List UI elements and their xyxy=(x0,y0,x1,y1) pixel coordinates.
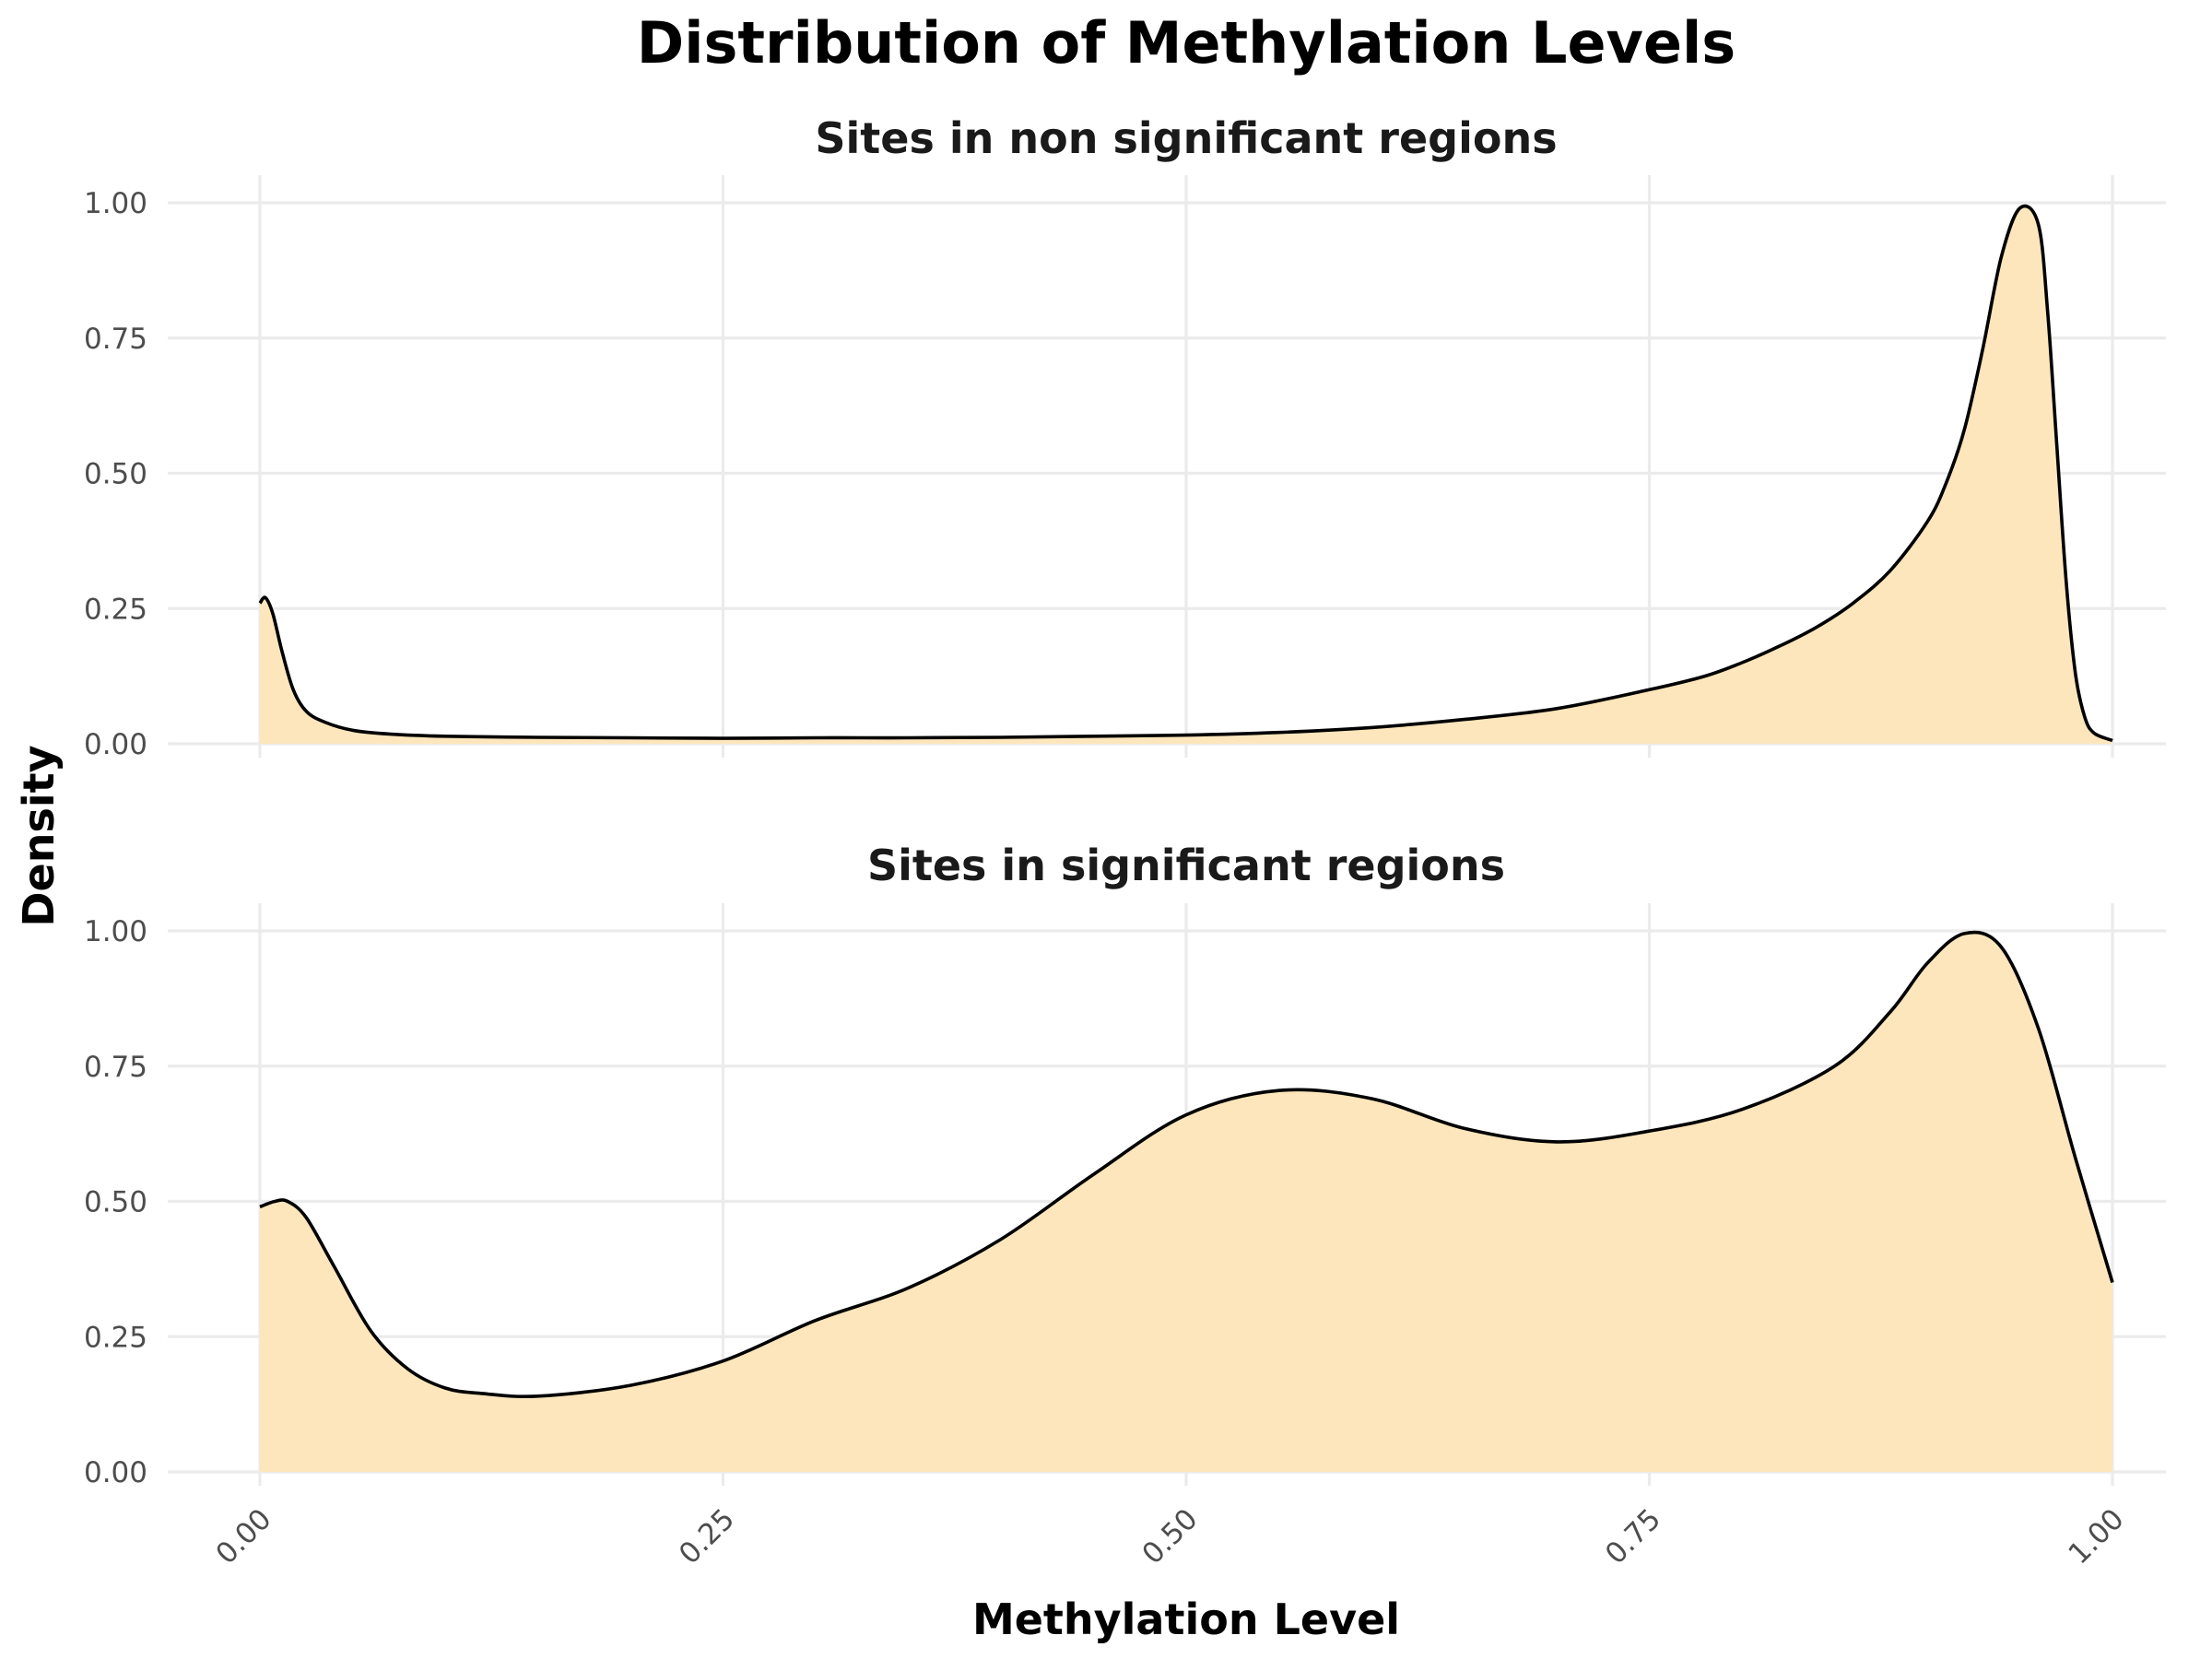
facet-title: Sites in non significant regions xyxy=(815,113,1557,163)
x-tick-label: 0.00 xyxy=(209,1502,277,1571)
density-line xyxy=(259,930,2114,1398)
facets: Sites in non significant regions 0.00 0.25… xyxy=(84,113,2166,1571)
facet-panel: Sites in significant regions 0.00 0.25 0.50… xyxy=(84,841,2166,1571)
density-area xyxy=(260,206,2112,745)
y-tick-label: 0.75 xyxy=(84,323,147,356)
y-tick-label: 0.25 xyxy=(84,593,147,626)
y-tick-label: 0.75 xyxy=(84,1051,147,1084)
x-tick-label: 0.75 xyxy=(1599,1502,1667,1571)
facet-title: Sites in significant regions xyxy=(867,841,1505,890)
y-tick-label: 1.00 xyxy=(84,187,147,220)
y-tick-label: 1.00 xyxy=(84,915,147,948)
density-area xyxy=(260,932,2112,1472)
x-axis-title: Methylation Level xyxy=(972,1594,1400,1644)
y-axis-title: Density xyxy=(14,745,64,926)
density-line xyxy=(258,204,2113,743)
y-tick-label: 0.00 xyxy=(84,1456,147,1489)
y-tick-label: 0.00 xyxy=(84,728,147,761)
y-tick-label: 0.25 xyxy=(84,1321,147,1354)
x-tick-label: 1.00 xyxy=(2062,1502,2130,1571)
facet-panel: Sites in non significant regions 0.00 0.25… xyxy=(84,113,2166,761)
y-tick-label: 0.50 xyxy=(84,1186,147,1219)
chart-title: Distribution of Methylation Levels xyxy=(637,9,1735,76)
y-tick-label: 0.50 xyxy=(84,458,147,491)
x-tick-label: 0.25 xyxy=(673,1502,741,1571)
x-tick-label: 0.50 xyxy=(1135,1502,1204,1571)
